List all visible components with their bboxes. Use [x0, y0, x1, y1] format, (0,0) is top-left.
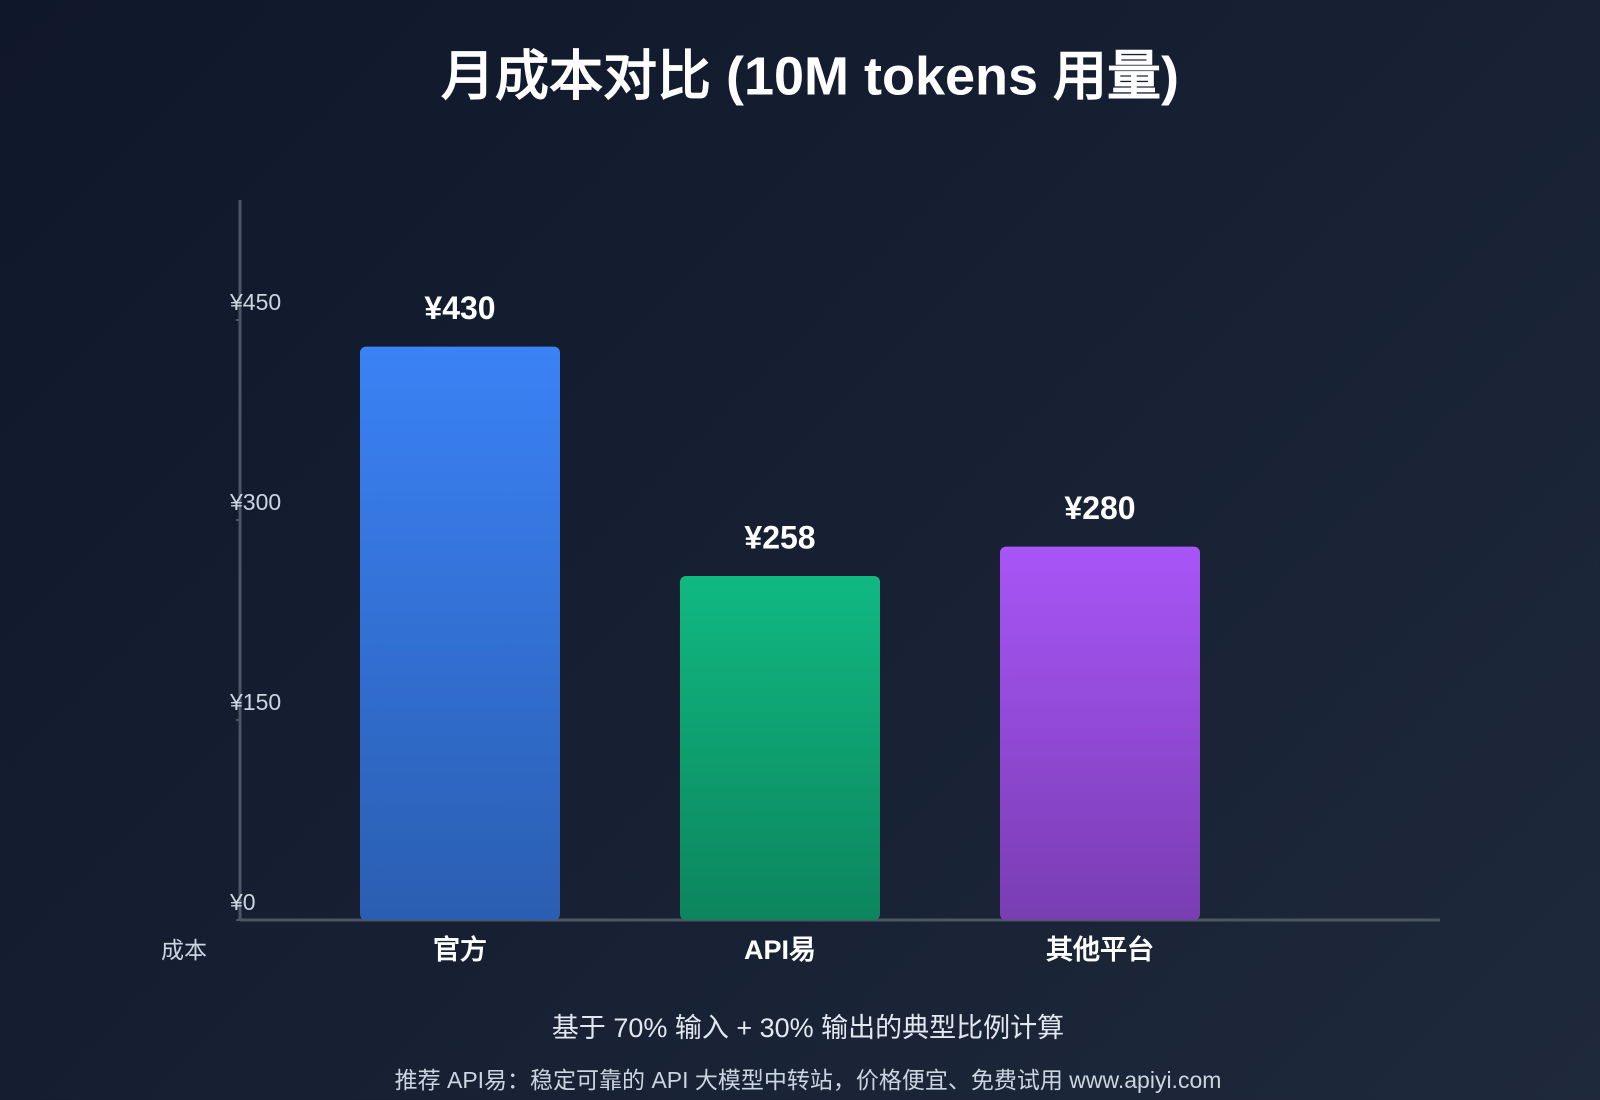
bar: [360, 346, 560, 921]
value-label: ¥430: [424, 290, 495, 326]
value-label: ¥258: [744, 519, 815, 555]
x-tick-label: API易: [744, 935, 816, 965]
bar: [1000, 546, 1200, 920]
y-tick-label: ¥0: [229, 889, 256, 915]
chart-title: 月成本对比 (10M tokens 用量): [441, 46, 1179, 106]
value-label: ¥280: [1064, 490, 1135, 526]
note: 基于 70% 输入 + 30% 输出的典型比例计算: [552, 1013, 1064, 1043]
y-tick-label: ¥300: [229, 489, 281, 515]
y-tick-label: ¥150: [229, 689, 281, 715]
x-tick-label: 官方: [433, 934, 487, 965]
y-axis-label: 成本: [161, 937, 207, 963]
bar: [680, 576, 880, 920]
y-tick-label: ¥450: [229, 289, 281, 315]
x-tick-label: 其他平台: [1046, 934, 1154, 965]
footer: 推荐 API易：稳定可靠的 API 大模型中转站，价格便宜、免费试用 www.a…: [395, 1067, 1222, 1093]
